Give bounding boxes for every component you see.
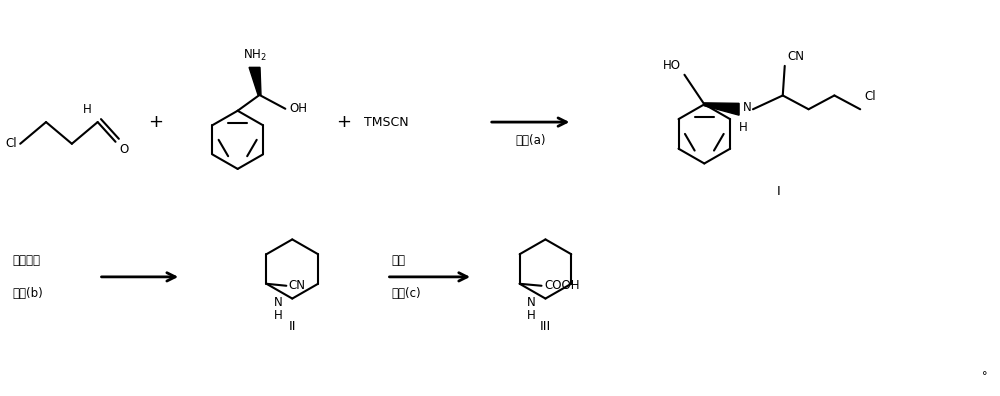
Text: O: O xyxy=(120,143,129,156)
Text: 步骤(c): 步骤(c) xyxy=(392,287,421,300)
Text: TMSCN: TMSCN xyxy=(364,116,408,129)
Polygon shape xyxy=(704,103,739,115)
Text: H: H xyxy=(274,309,282,322)
Text: III: III xyxy=(540,320,551,333)
Text: 步骤(b): 步骤(b) xyxy=(12,287,43,300)
Text: CN: CN xyxy=(788,50,805,63)
Text: H: H xyxy=(83,103,92,116)
Text: N: N xyxy=(527,296,536,309)
Text: +: + xyxy=(336,113,351,131)
Text: N: N xyxy=(274,296,282,309)
Text: COOH: COOH xyxy=(544,279,580,292)
Text: Cl: Cl xyxy=(6,137,17,150)
Text: Cl: Cl xyxy=(864,90,876,103)
Text: I: I xyxy=(777,185,781,198)
Text: H: H xyxy=(739,121,747,134)
Text: 催化氢化: 催化氢化 xyxy=(12,254,40,267)
Text: °: ° xyxy=(982,371,987,381)
Text: 步骤(a): 步骤(a) xyxy=(515,134,546,147)
Text: CN: CN xyxy=(288,279,305,292)
Text: OH: OH xyxy=(289,102,307,115)
Text: H: H xyxy=(527,309,536,322)
Polygon shape xyxy=(249,67,261,95)
Text: HO: HO xyxy=(662,59,680,72)
Text: 水解: 水解 xyxy=(392,254,406,267)
Text: +: + xyxy=(148,113,163,131)
Text: N: N xyxy=(743,101,752,114)
Text: NH$_2$: NH$_2$ xyxy=(243,48,266,63)
Text: II: II xyxy=(289,320,296,333)
